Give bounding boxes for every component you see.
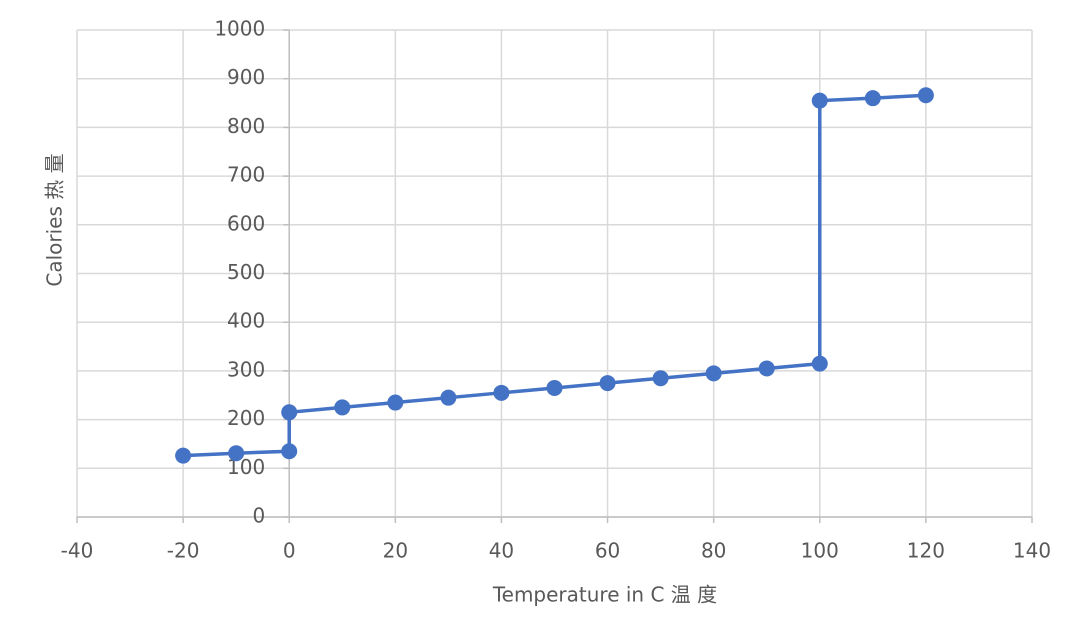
- y-tick-label: 700: [227, 163, 265, 187]
- data-point: [758, 360, 775, 377]
- y-axis-title: Calories 热 量: [43, 153, 67, 286]
- x-tick-label: 40: [489, 539, 514, 563]
- x-tick-label: -40: [61, 539, 94, 563]
- x-tick-label: -20: [167, 539, 200, 563]
- data-point: [440, 389, 457, 406]
- data-point: [281, 443, 298, 460]
- x-tick-label: 100: [801, 539, 839, 563]
- y-tick-label: 800: [227, 114, 265, 138]
- x-tick-label: 80: [701, 539, 726, 563]
- y-tick-label: 600: [227, 211, 265, 235]
- data-point: [599, 375, 616, 392]
- data-point: [334, 399, 351, 416]
- y-tick-label: 500: [227, 260, 265, 284]
- data-point: [175, 447, 192, 464]
- data-point: [493, 384, 510, 401]
- x-axis-title: Temperature in C 温 度: [492, 583, 717, 607]
- data-point: [811, 92, 828, 109]
- data-point: [546, 379, 563, 396]
- y-tick-label: 300: [227, 357, 265, 381]
- data-point: [387, 394, 404, 411]
- y-tick-label: 900: [227, 65, 265, 89]
- x-tick-label: 120: [907, 539, 945, 563]
- data-point: [281, 404, 298, 421]
- x-tick-label: 0: [283, 539, 296, 563]
- series-line: [183, 93, 926, 458]
- data-point: [228, 445, 245, 462]
- y-tick-label: 200: [227, 406, 265, 430]
- data-point: [864, 90, 881, 107]
- x-tick-label: 140: [1013, 539, 1051, 563]
- data-point: [705, 365, 722, 382]
- y-tick-label: 400: [227, 309, 265, 333]
- data-point: [917, 87, 934, 104]
- y-tick-label: 0: [252, 504, 265, 528]
- x-tick-label: 60: [595, 539, 620, 563]
- y-tick-label: 1000: [214, 17, 265, 41]
- data-point: [652, 370, 669, 387]
- x-tick-label: 20: [383, 539, 408, 563]
- data-point: [811, 355, 828, 372]
